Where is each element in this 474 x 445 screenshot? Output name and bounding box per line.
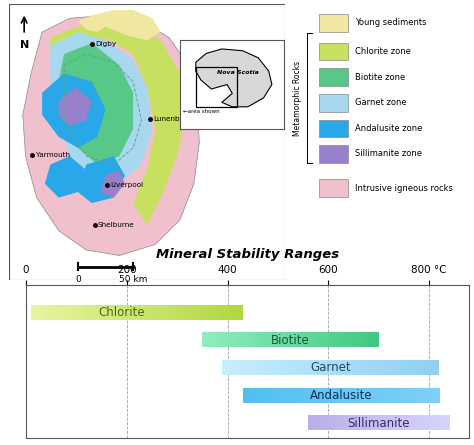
Text: Biotite zone: Biotite zone xyxy=(356,73,406,81)
Text: Liverpool: Liverpool xyxy=(110,182,143,188)
FancyBboxPatch shape xyxy=(319,68,348,86)
Polygon shape xyxy=(42,73,106,148)
Text: Sillimanite zone: Sillimanite zone xyxy=(356,150,422,158)
FancyBboxPatch shape xyxy=(319,14,348,32)
Text: N: N xyxy=(19,40,29,50)
Text: Young sediments: Young sediments xyxy=(356,18,427,28)
Text: Nova Scotia: Nova Scotia xyxy=(217,70,258,75)
Text: Garnet: Garnet xyxy=(310,361,351,374)
FancyBboxPatch shape xyxy=(319,179,348,197)
Text: Shelburne: Shelburne xyxy=(98,222,135,228)
Title: Mineral Stability Ranges: Mineral Stability Ranges xyxy=(156,248,339,261)
Text: Digby: Digby xyxy=(95,41,116,48)
Text: Chlorite zone: Chlorite zone xyxy=(356,47,411,56)
Polygon shape xyxy=(59,43,133,165)
Text: 0: 0 xyxy=(75,275,81,284)
Text: Lunenburg: Lunenburg xyxy=(153,116,192,122)
Polygon shape xyxy=(59,87,92,126)
FancyBboxPatch shape xyxy=(319,94,348,112)
Polygon shape xyxy=(196,49,272,107)
Polygon shape xyxy=(78,16,106,32)
Text: Andalusite: Andalusite xyxy=(310,389,372,402)
Text: Garnet zone: Garnet zone xyxy=(356,98,407,107)
Polygon shape xyxy=(50,27,106,60)
Text: ←area shown: ←area shown xyxy=(183,109,220,114)
Polygon shape xyxy=(100,170,125,198)
FancyBboxPatch shape xyxy=(319,120,348,137)
Text: Biotite: Biotite xyxy=(271,334,310,347)
FancyBboxPatch shape xyxy=(319,43,348,60)
Text: Chlorite: Chlorite xyxy=(99,306,145,319)
Polygon shape xyxy=(23,16,200,255)
Polygon shape xyxy=(97,24,185,225)
Text: Andalusite zone: Andalusite zone xyxy=(356,124,423,133)
Polygon shape xyxy=(45,156,86,198)
Polygon shape xyxy=(78,156,125,203)
Polygon shape xyxy=(92,10,161,40)
Polygon shape xyxy=(50,32,153,184)
Text: Sillimanite: Sillimanite xyxy=(347,417,410,429)
Bar xyxy=(196,67,237,107)
FancyBboxPatch shape xyxy=(319,145,348,163)
Text: Intrusive igneous rocks: Intrusive igneous rocks xyxy=(356,184,453,193)
Text: Yarmouth: Yarmouth xyxy=(36,152,70,158)
Text: 50 km: 50 km xyxy=(119,275,147,284)
Text: Metamorphic Rocks: Metamorphic Rocks xyxy=(293,61,302,136)
